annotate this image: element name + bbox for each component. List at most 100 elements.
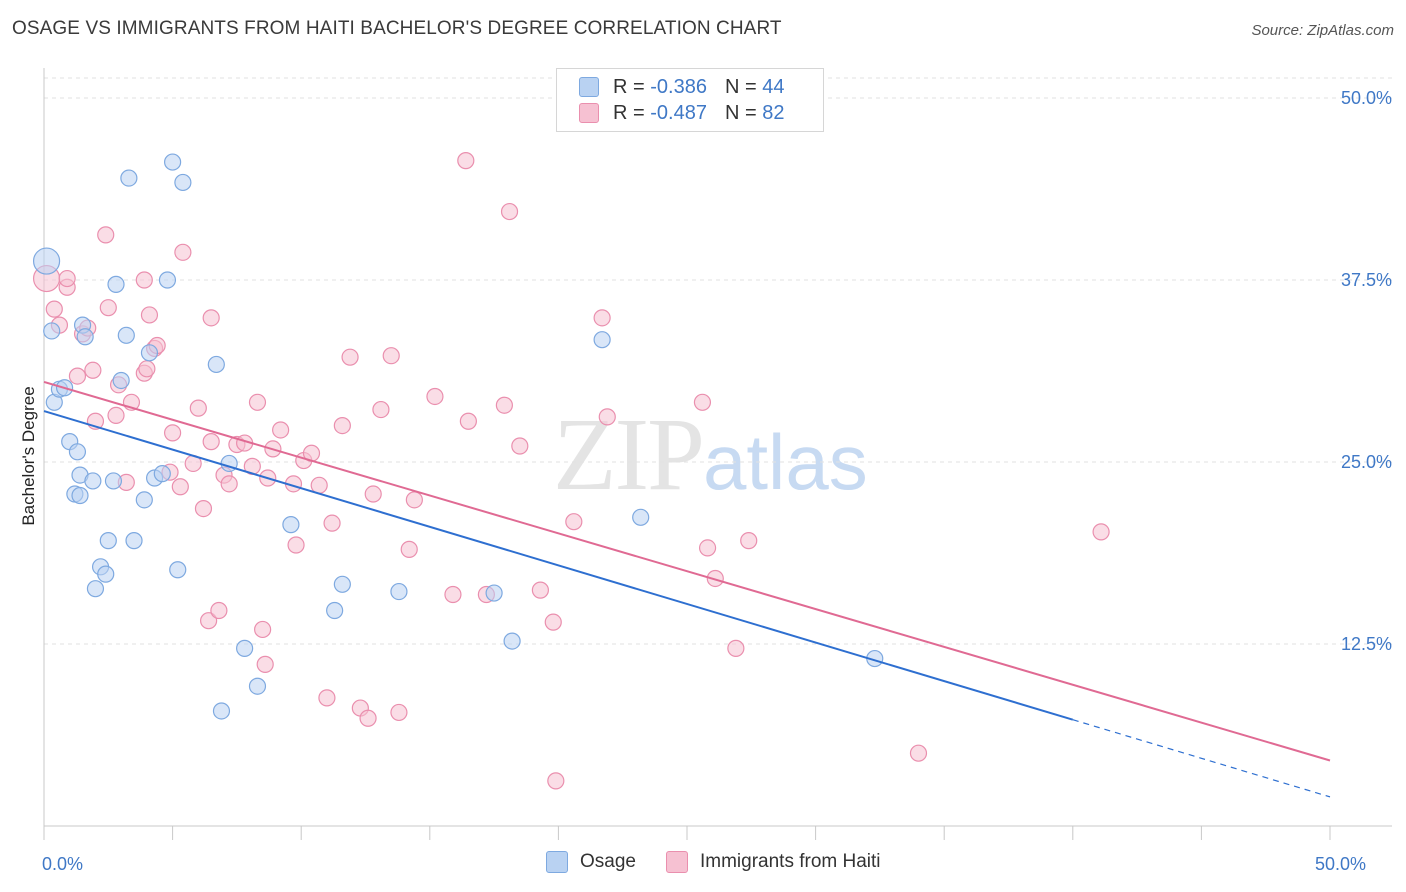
haiti-point: [341, 348, 359, 366]
haiti-point: [457, 152, 475, 170]
legend-r-value: -0.487: [650, 101, 707, 124]
legend-row-haiti: R = -0.487 N = 82: [579, 100, 784, 126]
osage-point: [104, 472, 123, 490]
haiti-point: [97, 226, 115, 244]
osage-point: [120, 169, 138, 187]
osage-point: [76, 328, 94, 346]
osage-points: [32, 153, 884, 720]
y-tick-label: 50.0%: [1341, 88, 1392, 108]
watermark-atlas: atlas: [703, 418, 868, 506]
haiti-point: [333, 417, 351, 435]
osage-point: [164, 153, 182, 171]
haiti-point: [45, 300, 63, 318]
y-tick-label: 12.5%: [1341, 634, 1392, 654]
osage-point: [169, 561, 187, 579]
osage-swatch: [546, 851, 568, 873]
haiti-point: [593, 309, 611, 327]
y-axis-label: Bachelor's Degree: [19, 386, 38, 525]
osage-point: [333, 575, 351, 593]
osage-trend-line: [43, 410, 1074, 721]
haiti-point: [372, 400, 390, 419]
legend-r-value: -0.386: [650, 75, 707, 98]
haiti-point: [138, 360, 156, 378]
legend-n-value: 82: [762, 101, 785, 124]
haiti-point: [909, 744, 928, 762]
haiti-point: [254, 620, 272, 639]
osage-point: [71, 486, 89, 505]
watermark: ZIPatlas: [553, 395, 868, 514]
legend-n-value: 44: [762, 75, 785, 98]
osage-point: [107, 275, 125, 293]
haiti-point: [364, 485, 382, 503]
bottom-legend-haiti-label: Immigrants from Haiti: [700, 851, 881, 872]
osage-point: [135, 491, 153, 509]
haiti-point: [531, 581, 549, 599]
x-tick-label: 50.0%: [1315, 854, 1366, 874]
haiti-point: [547, 772, 565, 790]
osage-point: [485, 584, 503, 602]
haiti-point: [272, 421, 290, 439]
haiti-point: [220, 475, 238, 493]
haiti-point: [171, 478, 189, 496]
haiti-swatch: [579, 103, 599, 123]
legend-r-label: R =: [613, 101, 645, 124]
bottom-legend-haiti: Immigrants from Haiti: [666, 851, 881, 873]
grid-lines: [44, 77, 1392, 645]
haiti-point: [390, 703, 408, 722]
haiti-point: [598, 408, 616, 426]
haiti-point: [405, 491, 423, 509]
x-tick-label: 0.0%: [42, 854, 83, 874]
haiti-trend-line: [43, 380, 1331, 762]
osage-point: [174, 173, 192, 192]
haiti-point: [68, 367, 87, 385]
osage-point: [212, 702, 231, 720]
haiti-point: [248, 393, 267, 411]
bottom-legend-osage-label: Osage: [580, 851, 636, 872]
haiti-point: [189, 399, 207, 417]
haiti-point: [194, 499, 213, 518]
haiti-point: [200, 612, 218, 630]
osage-point: [158, 271, 177, 289]
haiti-point: [202, 433, 220, 451]
osage-point: [86, 580, 105, 598]
osage-point: [593, 331, 611, 349]
watermark-zip: ZIP: [553, 397, 705, 512]
haiti-point: [287, 536, 305, 554]
haiti-point: [544, 613, 562, 631]
y-tick-label: 37.5%: [1341, 270, 1392, 290]
haiti-point: [256, 655, 274, 673]
osage-point: [43, 322, 61, 340]
trend-lines: [43, 380, 1331, 798]
haiti-point: [698, 539, 717, 557]
haiti-point: [500, 202, 519, 221]
legend: R = -0.386 N = 44 R = -0.487 N = 82: [556, 68, 824, 132]
osage-point: [117, 326, 135, 344]
y-tick-label: 25.0%: [1341, 452, 1392, 472]
chart-source: Source: ZipAtlas.com: [1251, 22, 1394, 39]
haiti-point: [318, 689, 336, 707]
haiti-points: [32, 152, 1110, 790]
legend-n-label: N =: [724, 75, 757, 98]
tick-labels: 12.5% 25.0% 37.5% 50.0% 0.0% 50.0%: [42, 88, 1392, 874]
haiti-point: [140, 306, 159, 324]
haiti-point: [58, 269, 76, 288]
osage-point: [97, 565, 115, 583]
bottom-legend-osage: Osage: [546, 851, 636, 873]
osage-point: [32, 247, 61, 275]
osage-point: [125, 532, 143, 550]
haiti-point: [99, 299, 117, 317]
osage-point: [282, 516, 300, 534]
legend-n-label: N =: [724, 101, 757, 124]
osage-point: [632, 508, 650, 526]
haiti-point: [359, 709, 377, 727]
osage-point: [390, 582, 408, 601]
haiti-swatch: [666, 851, 688, 873]
haiti-point: [107, 406, 125, 425]
legend-row-osage: R = -0.386 N = 44: [579, 74, 784, 100]
haiti-point: [202, 309, 220, 327]
osage-point: [68, 443, 87, 461]
haiti-point: [1092, 523, 1110, 541]
haiti-point: [164, 424, 182, 442]
osage-point: [84, 472, 102, 490]
